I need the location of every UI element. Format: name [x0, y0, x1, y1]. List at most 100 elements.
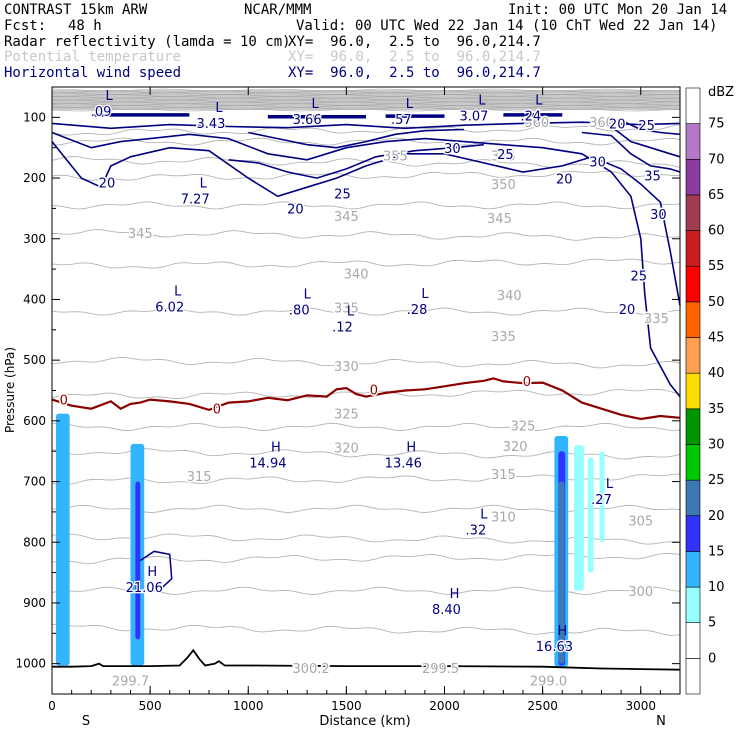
theta-contour: [52, 137, 681, 146]
colorbar-label: 60: [708, 224, 725, 239]
theta-contour: [51, 388, 681, 399]
colorbar: 0 5 10 15 20 25 30 35 40 45 50 55 60 65 70 75: [685, 87, 725, 695]
theta-contour: [51, 201, 681, 210]
reflectivity-column: [558, 481, 565, 664]
extremum-value: .09: [91, 105, 112, 120]
y-tick-label: 200: [23, 171, 46, 185]
field-1-name: Radar reflectivity (lamda = 10 cm): [4, 34, 291, 50]
zero-isotherm: [51, 377, 681, 421]
y-tick-label: 700: [23, 475, 46, 489]
x-axis-north-label: N: [656, 714, 666, 729]
colorbar-label: 50: [708, 295, 725, 310]
wind-contour: [51, 121, 681, 130]
colorbar-swatch: [685, 408, 701, 445]
theta-label: 300: [628, 585, 653, 600]
extremum-kind: H: [558, 624, 568, 639]
extremum-kind: H: [271, 441, 281, 456]
colorbar-swatch: [685, 194, 701, 231]
theta-label: 330: [334, 360, 359, 375]
colorbar-swatch: [685, 265, 701, 303]
extremum-kind: H: [406, 441, 416, 456]
theta-contour: [51, 504, 681, 513]
terrain-line: [52, 648, 681, 671]
theta-label: 335: [334, 302, 359, 317]
extremum-value: .27: [591, 493, 612, 508]
theta-band-line: [51, 108, 681, 112]
colorbar-swatch: [685, 551, 701, 588]
colorbar-label: 20: [708, 509, 725, 524]
theta-band-line: [51, 101, 680, 105]
terrain-profile: [52, 648, 681, 671]
theta-label: 340: [497, 289, 522, 304]
extremum-kind: L: [174, 285, 182, 300]
colorbar-swatch: [685, 87, 701, 124]
zero-isotherm-line: [51, 377, 681, 421]
reflectivity-shading: [55, 413, 605, 667]
extremum-value: 3.07: [459, 109, 488, 124]
wind-contour: [620, 119, 681, 136]
wind-label: 35: [644, 169, 661, 184]
extremum-kind: H: [147, 565, 157, 580]
colorbar-swatch: [685, 301, 701, 338]
y-tick-label: 800: [23, 535, 46, 549]
theta-label: 350: [491, 178, 516, 193]
theta-contour: [51, 170, 681, 181]
wind-contour: [51, 131, 681, 398]
colorbar-unit: dBZ: [708, 85, 734, 100]
colorbar-swatch: [685, 622, 701, 659]
colorbar-label: 5: [708, 616, 716, 631]
extremum-kind: L: [105, 89, 113, 104]
zero-isotherm-label: 0: [523, 375, 531, 390]
extremum-value: 21.06: [126, 581, 163, 596]
theta-contour: [51, 356, 681, 369]
theta-band-line: [51, 105, 681, 108]
extremum-value: .32: [466, 523, 487, 538]
theta-label: 325: [334, 407, 359, 422]
colorbar-label: 30: [708, 437, 725, 452]
theta-contour: [51, 586, 681, 595]
colorbar-label: 15: [708, 544, 725, 559]
wind-contour: [248, 128, 465, 149]
theta-label: 299.5: [422, 662, 459, 677]
theta-contour: [51, 623, 681, 636]
theta-label: 355: [383, 149, 408, 164]
colorbar-label: 35: [708, 402, 725, 417]
colorbar-label: 65: [708, 188, 725, 203]
extremum-kind: L: [480, 507, 488, 522]
theta-label: 300.2: [292, 662, 329, 677]
extremum-value: 8.40: [432, 603, 461, 618]
colorbar-label: 0: [708, 651, 716, 666]
theta-label: 310: [491, 510, 516, 525]
theta-label: 325: [511, 419, 536, 434]
extremum-value: .28: [407, 303, 428, 318]
x-tick-label: 2000: [429, 699, 460, 713]
reflectivity-column: [587, 457, 594, 573]
init-time: Init: 00 UTC Mon 20 Jan 14: [508, 2, 728, 18]
y-axis-label: Pressure (hPa): [3, 347, 17, 433]
axes: 0 500 1000 1500 2000 2500 30001002003004005006…: [15, 86, 681, 713]
theta-band: [52, 90, 680, 111]
theta-label: 360: [589, 116, 614, 131]
y-tick-label: 400: [23, 292, 46, 306]
theta-contour: [51, 307, 681, 316]
theta-label: 299.7: [112, 674, 149, 689]
colorbar-swatch: [685, 586, 701, 624]
colorbar-label: 45: [708, 331, 725, 346]
theta-contour: [51, 229, 681, 241]
colorbar-label: 10: [708, 580, 725, 595]
extremum-kind: H: [450, 587, 460, 602]
tropopause-theta-band: [51, 88, 681, 112]
wind-label: 20: [287, 203, 304, 218]
extremum-kind: L: [535, 93, 543, 108]
extremum-value: 3.43: [196, 117, 225, 132]
reflectivity-column: [599, 451, 605, 543]
extremum-value: .12: [332, 321, 353, 336]
y-tick-label: 900: [23, 596, 46, 610]
colorbar-swatch: [685, 158, 701, 196]
theta-label: 345: [487, 212, 512, 227]
theta-label: 320: [503, 440, 528, 455]
theta-label: 340: [344, 268, 369, 283]
colorbar-swatch: [685, 337, 701, 374]
colorbar-swatch: [685, 123, 701, 160]
